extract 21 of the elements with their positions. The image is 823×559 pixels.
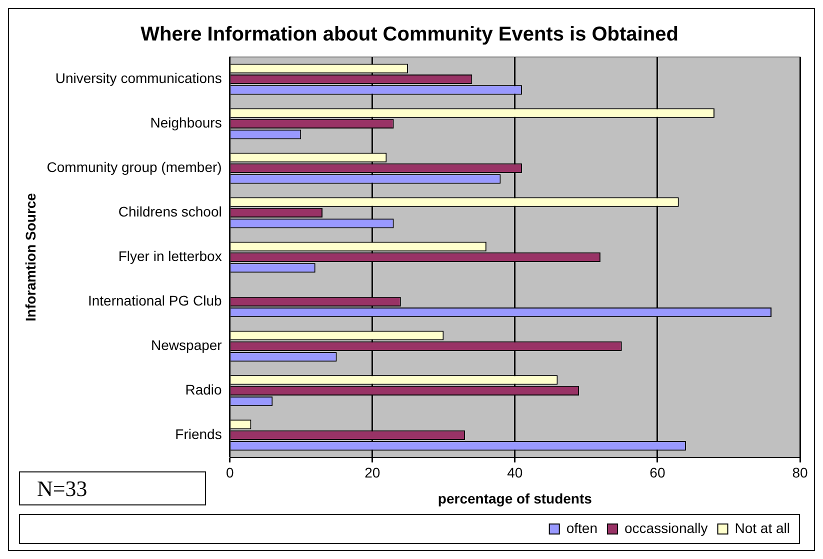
x-tick-label: 80 [792, 464, 808, 481]
legend-label: often [566, 520, 598, 536]
y-tick-label: Childrens school [118, 204, 222, 220]
legend-label: Not at all [734, 520, 790, 536]
legend-label: occassionally [624, 520, 708, 536]
x-tick-label: 40 [507, 464, 523, 481]
y-tick-label: Radio [185, 382, 222, 398]
x-tick-label: 60 [650, 464, 666, 481]
y-tick-label: Flyer in letterbox [118, 248, 222, 264]
y-tick-label: International PG Club [88, 292, 222, 309]
x-axis-title: percentage of students [438, 490, 592, 506]
chart-title: Where Information about Community Events is Obtained [140, 24, 678, 46]
text: N=33 [37, 476, 88, 502]
x-tick-label: 0 [226, 464, 234, 481]
y-axis-title: Inforamtion Source [22, 192, 38, 322]
y-tick-label: University communications [55, 70, 222, 86]
y-tick-label: Neighbours [150, 114, 222, 131]
x-tick-label: 20 [364, 464, 380, 481]
y-tick-label: Friends [175, 426, 222, 442]
y-tick-label: Newspaper [151, 337, 222, 354]
y-tick-label: Community group (member) [46, 159, 222, 176]
